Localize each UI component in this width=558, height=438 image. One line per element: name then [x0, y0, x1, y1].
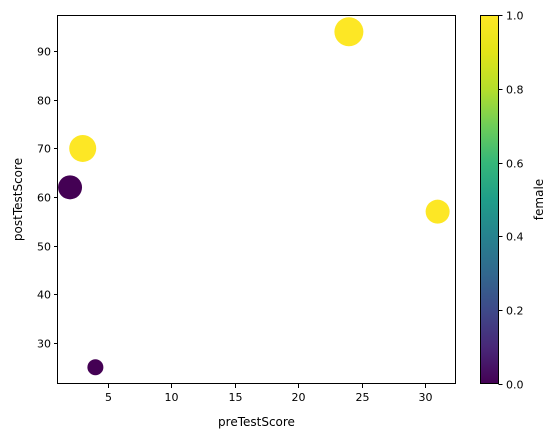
- scatter-point: [58, 175, 83, 200]
- x-axis-label: preTestScore: [218, 415, 295, 429]
- y-tick-label: 30: [37, 338, 51, 351]
- scatter-point: [87, 359, 104, 376]
- points-layer: [58, 17, 450, 376]
- y-tick-label: 40: [37, 289, 51, 302]
- x-tick-label: 30: [419, 391, 433, 404]
- y-axis: 30 40 50 60 70 80 90: [37, 46, 58, 351]
- colorbar-frame: [480, 15, 499, 384]
- y-axis-label: postTestScore: [11, 158, 25, 241]
- colorbar-tick-label: 0.4: [506, 231, 524, 244]
- colorbar-tick-label: 0.2: [506, 305, 524, 318]
- colorbar: [480, 15, 498, 384]
- x-tick-label: 20: [292, 391, 306, 404]
- colorbar-tick-label: 1.0: [506, 10, 524, 23]
- x-tick-label: 10: [165, 391, 179, 404]
- y-tick-label: 80: [37, 95, 51, 108]
- y-tick-label: 70: [37, 143, 51, 156]
- x-tick-label: 25: [356, 391, 370, 404]
- scatter-point: [334, 17, 364, 47]
- plot-frame: [57, 15, 456, 384]
- scatter-point: [69, 134, 97, 162]
- colorbar-label: female: [532, 179, 546, 220]
- y-tick-label: 60: [37, 192, 51, 205]
- colorbar-axis: 0.0 0.2 0.4 0.6 0.8 1.0: [498, 10, 524, 392]
- x-tick-label: 15: [229, 391, 243, 404]
- scatter-point: [425, 199, 450, 224]
- colorbar-tick-label: 0.8: [506, 84, 524, 97]
- y-tick-label: 50: [37, 241, 51, 254]
- y-tick-label: 90: [37, 46, 51, 59]
- colorbar-tick-label: 0.6: [506, 158, 524, 171]
- x-tick-label: 5: [105, 391, 112, 404]
- colorbar-tick-label: 0.0: [506, 379, 524, 392]
- x-axis: 5 10 15 20 25 30: [105, 384, 433, 404]
